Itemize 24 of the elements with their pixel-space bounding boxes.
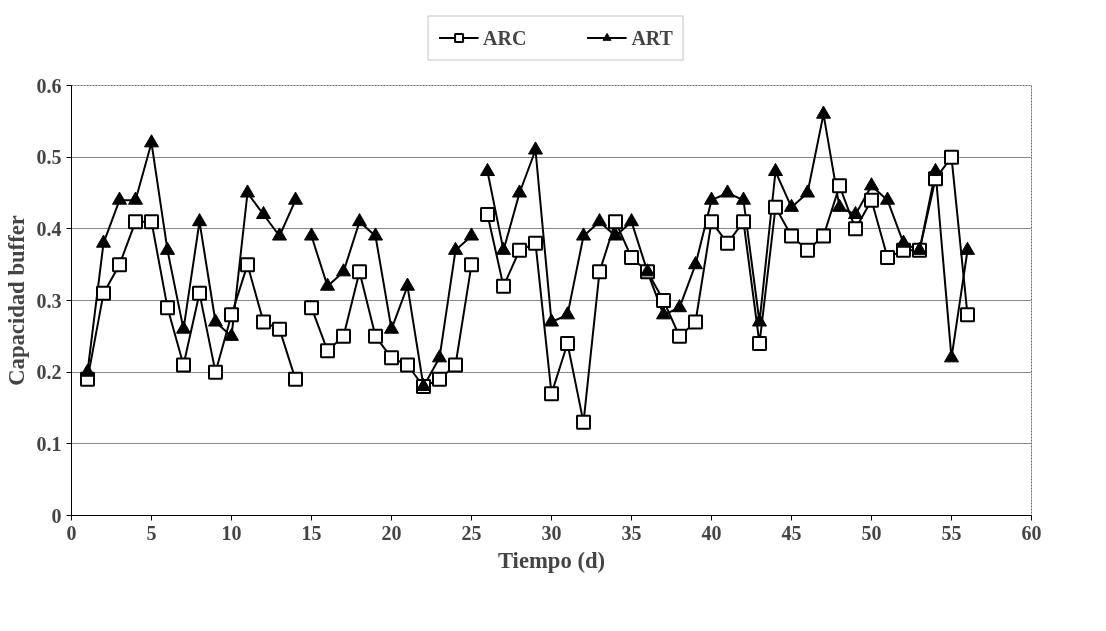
y-tick-label: 0.1 xyxy=(36,432,62,455)
x-tick-label: 0 xyxy=(66,521,77,544)
x-tick-label: 30 xyxy=(541,521,562,544)
y-tick-label: 0.6 xyxy=(36,74,62,97)
x-tick-label: 40 xyxy=(701,521,722,544)
x-tick-label: 15 xyxy=(301,521,322,544)
y-tick-label: 0.4 xyxy=(36,217,62,240)
y-tick-label: 0.3 xyxy=(36,289,62,312)
x-tick-label: 10 xyxy=(221,521,242,544)
x-tick-label: 60 xyxy=(1021,521,1042,544)
y-tick-label: 0 xyxy=(51,504,62,527)
x-axis-title: Tiempo (d) xyxy=(497,547,606,573)
y-tick-label: 0.5 xyxy=(36,146,62,169)
y-axis-title: Capacidad buffer xyxy=(3,215,29,386)
legend-label: ARC xyxy=(483,26,527,49)
x-tick-label: 20 xyxy=(381,521,402,544)
x-tick-label: 55 xyxy=(941,521,962,544)
x-tick-label: 35 xyxy=(621,521,642,544)
y-tick-label: 0.2 xyxy=(36,361,62,384)
x-tick-label: 5 xyxy=(146,521,157,544)
x-tick-label: 45 xyxy=(781,521,802,544)
x-tick-label: 25 xyxy=(461,521,482,544)
x-tick-label: 50 xyxy=(861,521,882,544)
legend-label: ART xyxy=(631,26,673,49)
